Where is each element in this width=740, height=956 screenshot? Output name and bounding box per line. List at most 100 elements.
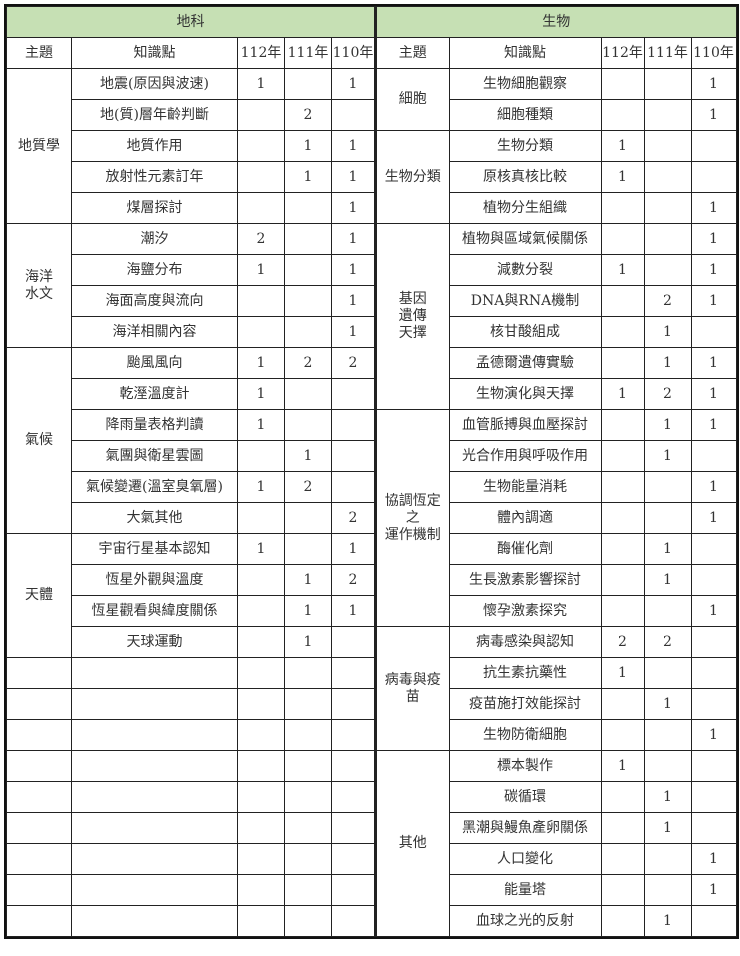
knowledge-point-cell: 地(質)層年齡判斷 bbox=[71, 99, 238, 131]
table-row: 生物能量消耗 1 bbox=[376, 471, 737, 503]
header-110: 110年 bbox=[690, 37, 737, 69]
knowledge-point-cell: 血球之光的反射 bbox=[448, 905, 602, 937]
count-111-cell bbox=[284, 192, 332, 224]
count-112-cell bbox=[600, 502, 645, 534]
count-110-cell bbox=[690, 626, 737, 658]
knowledge-point-cell: 宇宙行星基本認知 bbox=[71, 533, 238, 565]
count-111-cell bbox=[643, 223, 692, 255]
knowledge-point-cell: 植物分生組織 bbox=[448, 192, 602, 224]
count-111-cell bbox=[643, 254, 692, 286]
count-110-cell: 1 bbox=[331, 595, 375, 627]
count-112-cell bbox=[600, 719, 645, 751]
count-111-cell: 1 bbox=[643, 316, 692, 348]
table-row: 減數分裂 1 1 bbox=[376, 254, 737, 286]
knowledge-point-cell: 地質作用 bbox=[71, 130, 238, 162]
knowledge-point-cell: 恆星觀看與緯度關係 bbox=[71, 595, 238, 627]
count-111-cell bbox=[643, 502, 692, 534]
count-110-cell bbox=[690, 812, 737, 844]
table-row: 光合作用與呼吸作用 1 bbox=[376, 440, 737, 472]
topic-cell bbox=[6, 812, 72, 844]
knowledge-point-cell: 放射性元素訂年 bbox=[71, 161, 238, 193]
count-110-cell bbox=[690, 533, 737, 565]
count-110-cell bbox=[331, 843, 375, 875]
count-112-cell: 1 bbox=[237, 68, 285, 100]
table-row bbox=[6, 905, 375, 937]
knowledge-point-cell: 氣候變遷(溫室臭氧層) bbox=[71, 471, 238, 503]
count-112-cell: 1 bbox=[600, 750, 645, 782]
knowledge-point-cell: 生物演化與天擇 bbox=[448, 378, 602, 410]
count-110-cell bbox=[690, 657, 737, 689]
table-row bbox=[6, 781, 375, 813]
earth-science-table: 地科 主題 知識點 112年 111年 110年 地質學 地震(原因與波速) 1 1 地… bbox=[6, 6, 375, 937]
count-111-cell bbox=[643, 719, 692, 751]
count-110-cell bbox=[690, 750, 737, 782]
topic-cell bbox=[6, 719, 72, 751]
count-110-cell: 1 bbox=[690, 192, 737, 224]
count-110-cell bbox=[690, 440, 737, 472]
count-110-cell: 1 bbox=[690, 285, 737, 317]
topic-cell: 其他 bbox=[375, 750, 450, 937]
count-111-cell: 1 bbox=[284, 161, 332, 193]
count-112-cell bbox=[237, 564, 285, 596]
count-112-cell: 1 bbox=[237, 347, 285, 379]
count-111-cell: 1 bbox=[284, 440, 332, 472]
count-110-cell: 1 bbox=[331, 254, 375, 286]
header-111: 111年 bbox=[643, 37, 692, 69]
count-112-cell bbox=[600, 812, 645, 844]
count-110-cell: 1 bbox=[690, 378, 737, 410]
knowledge-point-cell: 能量塔 bbox=[448, 874, 602, 906]
count-111-cell: 1 bbox=[643, 347, 692, 379]
count-110-cell: 1 bbox=[690, 254, 737, 286]
count-112-cell bbox=[600, 68, 645, 100]
count-110-cell: 2 bbox=[331, 564, 375, 596]
table-row: 血球之光的反射 1 bbox=[376, 905, 737, 937]
count-112-cell: 1 bbox=[600, 254, 645, 286]
count-112-cell bbox=[237, 719, 285, 751]
count-111-cell: 1 bbox=[643, 812, 692, 844]
knowledge-point-cell: 煤層探討 bbox=[71, 192, 238, 224]
header-knowledge-point: 知識點 bbox=[448, 37, 602, 69]
count-110-cell: 1 bbox=[690, 595, 737, 627]
count-110-cell: 2 bbox=[331, 347, 375, 379]
knowledge-point-cell: 恆星外觀與溫度 bbox=[71, 564, 238, 596]
count-110-cell bbox=[690, 688, 737, 720]
biology-table: 生物 主題 知識點 112年 111年 110年 細胞 生物細胞觀察 1 細胞種類 1 生… bbox=[375, 6, 737, 937]
knowledge-point-cell: 地震(原因與波速) bbox=[71, 68, 238, 100]
table-row: 生物防衛細胞 1 bbox=[376, 719, 737, 751]
count-112-cell: 1 bbox=[600, 378, 645, 410]
count-110-cell: 2 bbox=[331, 502, 375, 534]
table-row: 孟德爾遺傳實驗 1 1 bbox=[376, 347, 737, 379]
count-111-cell bbox=[284, 223, 332, 255]
count-112-cell: 1 bbox=[237, 409, 285, 441]
knowledge-point-cell bbox=[71, 719, 238, 751]
knowledge-point-cell: 天球運動 bbox=[71, 626, 238, 658]
count-111-cell: 1 bbox=[643, 533, 692, 565]
topic-cell: 基因 遺傳 天擇 bbox=[375, 223, 450, 410]
table-row: 疫苗施打效能探討 1 bbox=[376, 688, 737, 720]
count-111-cell bbox=[284, 254, 332, 286]
count-110-cell: 1 bbox=[331, 161, 375, 193]
count-110-cell bbox=[331, 471, 375, 503]
count-111-cell: 1 bbox=[284, 564, 332, 596]
count-111-cell bbox=[284, 409, 332, 441]
table-row: 抗生素抗藥性 1 bbox=[376, 657, 737, 689]
count-110-cell: 1 bbox=[331, 130, 375, 162]
count-112-cell bbox=[237, 316, 285, 348]
topic-cell bbox=[6, 874, 72, 906]
knowledge-point-cell: 降雨量表格判讀 bbox=[71, 409, 238, 441]
count-112-cell bbox=[237, 874, 285, 906]
count-110-cell bbox=[331, 719, 375, 751]
table-row: 能量塔 1 bbox=[376, 874, 737, 906]
count-111-cell: 2 bbox=[643, 626, 692, 658]
count-112-cell bbox=[600, 409, 645, 441]
count-111-cell bbox=[284, 533, 332, 565]
count-111-cell bbox=[284, 781, 332, 813]
count-111-cell bbox=[284, 688, 332, 720]
table-row: 懷孕激素探究 1 bbox=[376, 595, 737, 627]
knowledge-point-cell: 生物細胞觀察 bbox=[448, 68, 602, 100]
count-111-cell bbox=[284, 750, 332, 782]
count-112-cell bbox=[600, 874, 645, 906]
count-110-cell: 1 bbox=[690, 874, 737, 906]
count-111-cell: 1 bbox=[643, 564, 692, 596]
knowledge-point-cell: 生物防衛細胞 bbox=[448, 719, 602, 751]
